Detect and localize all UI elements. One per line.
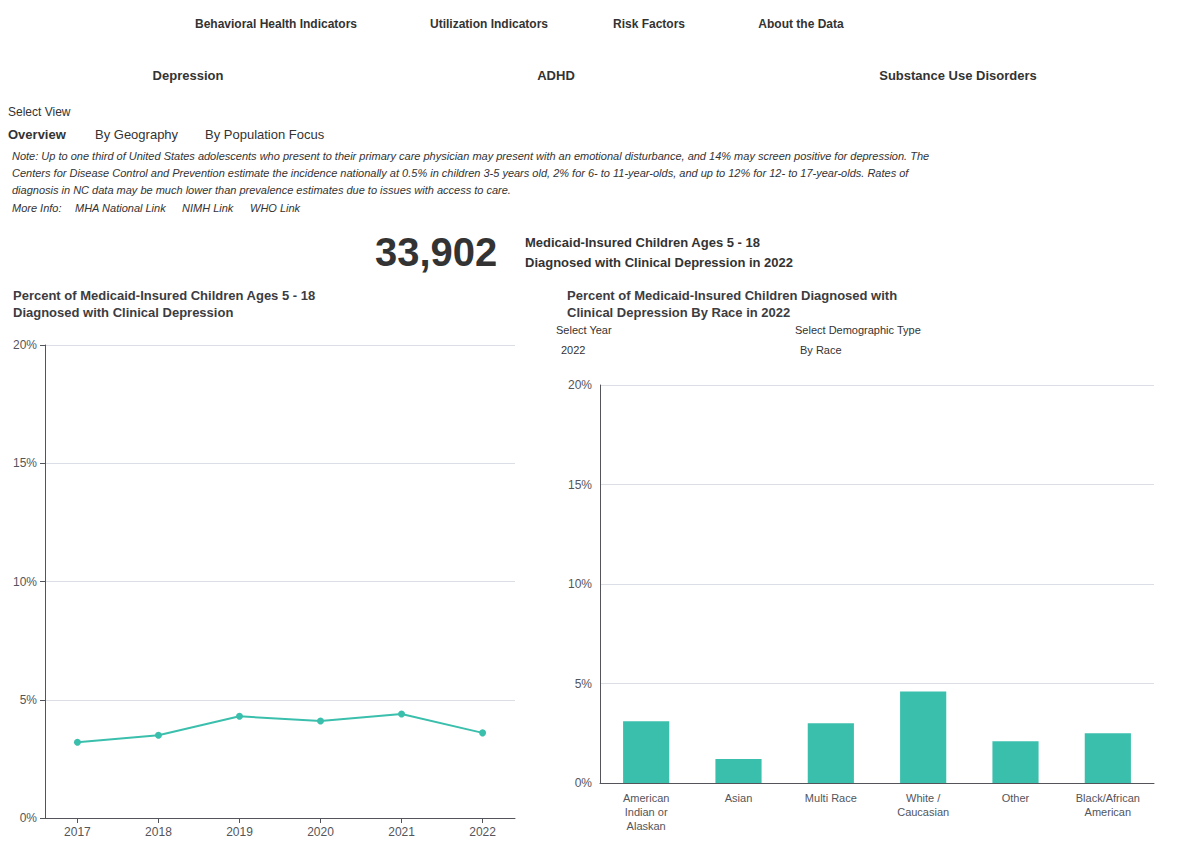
svg-text:5%: 5% [575, 677, 593, 691]
svg-text:About the Data: About the Data [758, 17, 844, 31]
svg-text:American: American [623, 792, 669, 804]
svg-text:Caucasian: Caucasian [897, 806, 949, 818]
svg-text:15%: 15% [568, 478, 592, 492]
svg-text:Diagnosed with Clinical Depres: Diagnosed with Clinical Depression [13, 305, 233, 320]
svg-text:MHA National Link: MHA National Link [75, 202, 166, 214]
svg-text:2018: 2018 [145, 825, 172, 839]
svg-text:By Race: By Race [800, 344, 842, 356]
svg-text:Overview: Overview [8, 127, 67, 142]
svg-text:2021: 2021 [388, 825, 415, 839]
svg-text:Behavioral Health Indicators: Behavioral Health Indicators [195, 17, 357, 31]
svg-text:Select Demographic Type: Select Demographic Type [795, 324, 921, 336]
svg-text:ADHD: ADHD [537, 68, 575, 83]
svg-text:WHO Link: WHO Link [250, 202, 301, 214]
svg-text:15%: 15% [13, 456, 37, 470]
svg-text:Substance Use Disorders: Substance Use Disorders [879, 68, 1037, 83]
svg-text:Medicaid-Insured Children Ages: Medicaid-Insured Children Ages 5 - 18 [525, 235, 760, 250]
svg-text:Risk Factors: Risk Factors [613, 17, 685, 31]
svg-text:2022: 2022 [469, 825, 496, 839]
svg-text:0%: 0% [575, 776, 593, 790]
svg-text:Utilization Indicators: Utilization Indicators [430, 17, 548, 31]
svg-text:Percent of Medicaid-Insured Ch: Percent of Medicaid-Insured Children Dia… [567, 288, 897, 303]
svg-text:2017: 2017 [64, 825, 91, 839]
svg-text:American: American [1085, 806, 1131, 818]
svg-text:Select View: Select View [8, 105, 71, 119]
svg-text:2019: 2019 [226, 825, 253, 839]
svg-text:Centers for Disease Control an: Centers for Disease Control and Preventi… [12, 167, 909, 179]
svg-text:10%: 10% [568, 577, 592, 591]
svg-text:33,902: 33,902 [375, 230, 497, 274]
svg-text:Black/African: Black/African [1076, 792, 1140, 804]
svg-text:5%: 5% [20, 693, 38, 707]
svg-text:Note: Up to one third of Unite: Note: Up to one third of United States a… [12, 150, 929, 162]
svg-text:More Info:: More Info: [12, 202, 65, 214]
svg-text:By Population Focus: By Population Focus [205, 127, 325, 142]
svg-text:By Geography: By Geography [95, 127, 179, 142]
svg-text:Percent of Medicaid-Insured Ch: Percent of Medicaid-Insured Children Age… [13, 288, 315, 303]
svg-text:NIMH Link: NIMH Link [182, 202, 234, 214]
svg-text:Diagnosed with Clinical Depres: Diagnosed with Clinical Depression in 20… [525, 255, 793, 270]
svg-text:Alaskan: Alaskan [627, 820, 666, 832]
svg-text:Other: Other [1002, 792, 1030, 804]
svg-text:10%: 10% [13, 575, 37, 589]
svg-text:Clinical Depression By Race in: Clinical Depression By Race in 2022 [567, 305, 790, 320]
svg-text:0%: 0% [20, 811, 38, 825]
svg-text:Asian: Asian [725, 792, 753, 804]
svg-text:Depression: Depression [153, 68, 224, 83]
svg-text:2020: 2020 [307, 825, 334, 839]
svg-text:2022: 2022 [561, 344, 585, 356]
svg-text:White /: White / [906, 792, 941, 804]
svg-text:diagnosis in NC data may be mu: diagnosis in NC data may be much lower t… [12, 184, 511, 196]
svg-text:Indian or: Indian or [625, 806, 668, 818]
svg-text:Select Year: Select Year [556, 324, 612, 336]
svg-text:20%: 20% [568, 378, 592, 392]
svg-text:20%: 20% [13, 338, 37, 352]
svg-text:Multi Race: Multi Race [805, 792, 857, 804]
